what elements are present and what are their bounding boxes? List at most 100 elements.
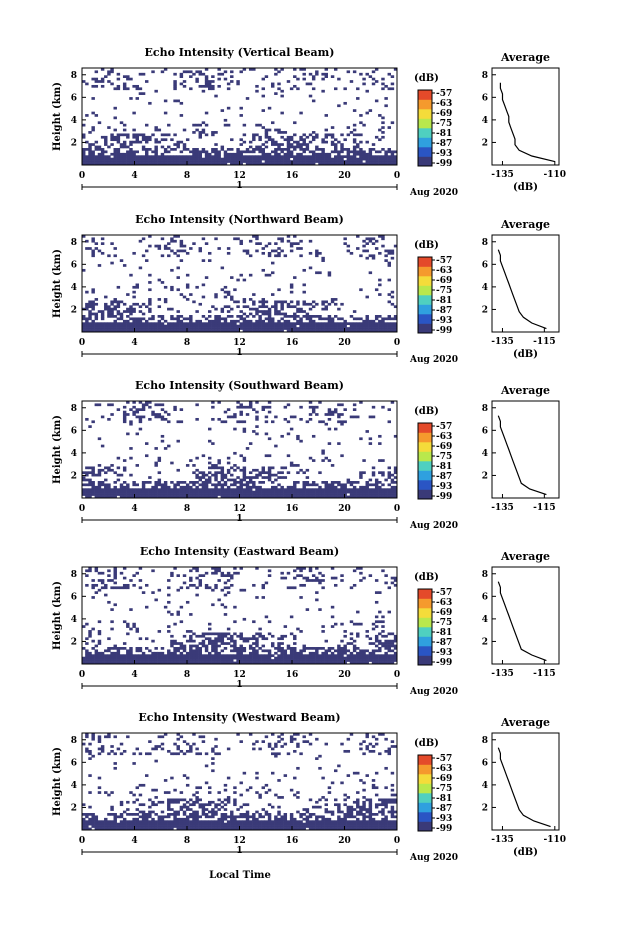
- heatmap-cell: [365, 324, 369, 328]
- heatmap-cell: [277, 82, 281, 86]
- y-tick-label: 6: [71, 592, 77, 602]
- heatmap-cell: [233, 488, 237, 492]
- heatmap-cell: [88, 490, 92, 494]
- heatmap-cell: [182, 148, 187, 151]
- heatmap-cell: [233, 427, 237, 431]
- heatmap-cell: [308, 417, 313, 421]
- colorbar-segment: [418, 147, 432, 157]
- heatmap-cell: [185, 251, 190, 255]
- x-tick-label: 4: [131, 171, 137, 181]
- heatmap-cell: [223, 605, 228, 609]
- heatmap-cell: [236, 651, 240, 655]
- heatmap-cell: [371, 649, 376, 653]
- heatmap-cell: [236, 155, 240, 159]
- heatmap-cell: [267, 820, 272, 824]
- heatmap-cell: [239, 454, 243, 458]
- heatmap-cell: [324, 152, 328, 156]
- heatmap-cell: [330, 654, 335, 658]
- heatmap-cell: [245, 148, 250, 151]
- heatmap-cell: [145, 820, 149, 824]
- heatmap-cell: [233, 322, 237, 326]
- heatmap-cell: [135, 415, 139, 419]
- heatmap-cell: [374, 327, 379, 330]
- heatmap-cell: [132, 413, 136, 416]
- heatmap-cell: [321, 329, 325, 333]
- heatmap-cell: [368, 237, 373, 241]
- heatmap-cell: [261, 405, 265, 409]
- heatmap-cell: [122, 133, 127, 137]
- heatmap-cell: [264, 405, 269, 409]
- heatmap-cell: [289, 615, 294, 619]
- heatmap-cell: [230, 817, 234, 821]
- heatmap-cell: [185, 586, 190, 590]
- heatmap-cell: [173, 251, 177, 255]
- heatmap-cell: [214, 583, 218, 587]
- heatmap-cell: [88, 152, 92, 156]
- heatmap-cell: [204, 654, 209, 658]
- heatmap-cell: [321, 317, 325, 321]
- heatmap-cell: [236, 405, 240, 409]
- heatmap-cell: [214, 661, 218, 665]
- heatmap-cell: [330, 625, 335, 628]
- heatmap-cell: [217, 791, 221, 794]
- heatmap-cell: [100, 237, 105, 241]
- heatmap-cell: [220, 649, 225, 653]
- heatmap-cell: [280, 733, 284, 736]
- heatmap-cell: [132, 140, 136, 144]
- heatmap-cell: [252, 235, 256, 238]
- heatmap-cell: [340, 649, 344, 653]
- heatmap-cell: [88, 425, 92, 428]
- heatmap-cell: [340, 659, 344, 662]
- heatmap-cell: [198, 659, 202, 662]
- heatmap-cell: [82, 625, 86, 628]
- heatmap-cell: [157, 456, 162, 460]
- heatmap-cell: [217, 327, 221, 330]
- heatmap-cell: [182, 634, 187, 638]
- heatmap-cell: [261, 109, 265, 112]
- heatmap-cell: [113, 150, 117, 154]
- heatmap-cell: [337, 817, 341, 821]
- heatmap-cell: [201, 488, 206, 492]
- colorbar-unit: (dB): [414, 73, 439, 84]
- heatmap-cell: [242, 324, 247, 328]
- heatmap-cell: [163, 815, 168, 819]
- heatmap-cell: [384, 656, 388, 660]
- heatmap-cell: [132, 302, 136, 306]
- heatmap-cell: [226, 776, 231, 780]
- heatmap-cell: [277, 237, 281, 241]
- heatmap-cell: [97, 747, 102, 751]
- heatmap-cell: [148, 417, 152, 421]
- heatmap-cell: [239, 649, 243, 653]
- heatmap-cell: [280, 737, 284, 741]
- heatmap-cell: [302, 485, 306, 489]
- heatmap-cell: [264, 160, 269, 163]
- heatmap-cell: [387, 278, 391, 282]
- heatmap-cell: [337, 77, 341, 81]
- colorbar-segment: [418, 276, 432, 286]
- heatmap-cell: [135, 135, 139, 139]
- heatmap-cell: [233, 644, 237, 648]
- heatmap-cell: [242, 405, 247, 409]
- heatmap-cell: [334, 315, 338, 318]
- heatmap-cell: [141, 483, 146, 487]
- heatmap-cell: [318, 754, 322, 758]
- heatmap-cell: [88, 569, 92, 573]
- heatmap-cell: [85, 471, 89, 475]
- heatmap-cell: [107, 160, 111, 163]
- heatmap-cell: [242, 478, 247, 482]
- heatmap-cell: [255, 495, 259, 499]
- heatmap-cell: [362, 249, 366, 253]
- heatmap-cell: [151, 591, 155, 594]
- heatmap-cell: [330, 651, 335, 655]
- heatmap-cell: [384, 478, 388, 482]
- heatmap-cell: [82, 268, 86, 272]
- heatmap-cell: [182, 740, 187, 743]
- heatmap-cell: [135, 150, 139, 154]
- heatmap-cell: [182, 752, 187, 756]
- heatmap-cell: [116, 148, 121, 151]
- heatmap-cell: [148, 661, 152, 665]
- heatmap-cell: [230, 160, 234, 163]
- heatmap-cell: [374, 639, 379, 643]
- heatmap-cell: [91, 466, 95, 470]
- heatmap-cell: [381, 244, 385, 248]
